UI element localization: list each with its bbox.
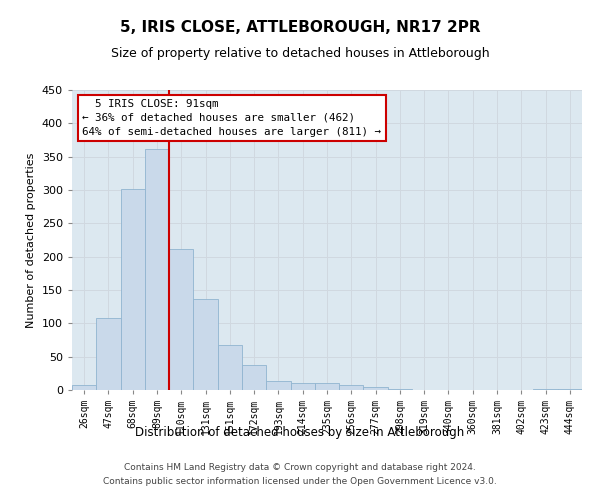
Bar xyxy=(315,384,339,390)
Text: Contains public sector information licensed under the Open Government Licence v3: Contains public sector information licen… xyxy=(103,477,497,486)
Text: Size of property relative to detached houses in Attleborough: Size of property relative to detached ho… xyxy=(110,48,490,60)
Bar xyxy=(533,388,558,390)
Bar xyxy=(242,364,266,390)
Bar xyxy=(266,382,290,390)
Text: Distribution of detached houses by size in Attleborough: Distribution of detached houses by size … xyxy=(136,426,464,439)
Bar xyxy=(218,344,242,390)
Bar xyxy=(339,386,364,390)
Bar xyxy=(558,388,582,390)
Bar xyxy=(193,300,218,390)
Bar xyxy=(96,318,121,390)
Y-axis label: Number of detached properties: Number of detached properties xyxy=(26,152,36,328)
Text: Contains HM Land Registry data © Crown copyright and database right 2024.: Contains HM Land Registry data © Crown c… xyxy=(124,464,476,472)
Text: 5, IRIS CLOSE, ATTLEBOROUGH, NR17 2PR: 5, IRIS CLOSE, ATTLEBOROUGH, NR17 2PR xyxy=(119,20,481,35)
Bar xyxy=(388,388,412,390)
Bar xyxy=(145,148,169,390)
Text: 5 IRIS CLOSE: 91sqm
← 36% of detached houses are smaller (462)
64% of semi-detac: 5 IRIS CLOSE: 91sqm ← 36% of detached ho… xyxy=(82,99,381,137)
Bar xyxy=(169,248,193,390)
Bar xyxy=(364,386,388,390)
Bar xyxy=(121,188,145,390)
Bar xyxy=(290,384,315,390)
Bar xyxy=(72,384,96,390)
